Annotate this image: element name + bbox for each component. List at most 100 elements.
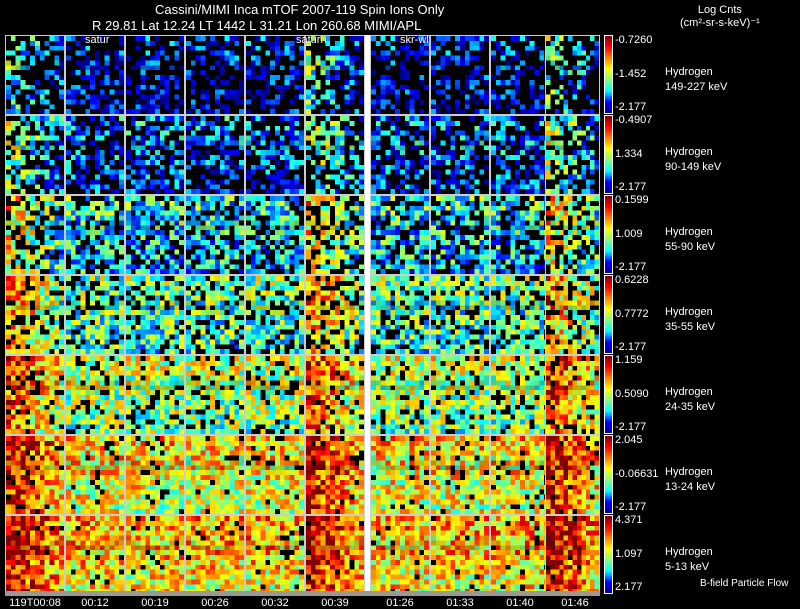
heatmap-panel: [185, 195, 245, 275]
colorbar-cmin-label: -2.177: [615, 421, 647, 433]
species-label: Hydrogen 55-90 keV: [665, 225, 715, 255]
energy-range: 149-227 keV: [665, 81, 728, 93]
heatmap-panel: [430, 355, 490, 435]
species-name: Hydrogen: [665, 146, 713, 158]
colorbar-cmax-label: 1.159: [615, 354, 643, 366]
heatmap-panel: [5, 355, 65, 435]
units-line2: (cm²-sr-s-keV)⁻¹: [680, 17, 760, 29]
time-tick-label: 00:39: [321, 597, 349, 609]
time-tick-label: 119T00:08: [9, 597, 61, 609]
heatmap-row: [5, 515, 600, 595]
species-label: Hydrogen 5-13 keV: [665, 545, 713, 575]
species-name: Hydrogen: [665, 546, 713, 558]
heatmap-row: [5, 355, 600, 435]
heatmap-panel: [430, 115, 490, 195]
heatmap-panel: [125, 515, 185, 595]
heatmap-row: [5, 35, 600, 115]
colorbar: [604, 435, 613, 514]
heatmap-panel: [490, 355, 550, 435]
colorbar-cmax-label: 2.045: [615, 434, 643, 446]
plot-title: Cassini/MIMI Inca mTOF 2007-119 Spin Ion…: [155, 2, 445, 17]
heatmap-panel: [490, 195, 550, 275]
heatmap-panel: [370, 355, 430, 435]
heatmap-panel: [545, 195, 600, 275]
heatmap-panel: [185, 35, 245, 115]
colorbar-cmid-label: 0.5090: [615, 388, 649, 400]
species-name: Hydrogen: [665, 386, 713, 398]
heatmap-panel: [245, 35, 305, 115]
species-name: Hydrogen: [665, 66, 713, 78]
energy-range: 35-55 keV: [665, 321, 716, 333]
heatmap-panel: [305, 435, 365, 515]
colorbar-cmin-label: -2.177: [615, 261, 647, 273]
colorbar-cmax-label: 0.6228: [615, 274, 649, 286]
colorbar: [604, 195, 613, 274]
heatmap-panel: [5, 275, 65, 355]
ephemeris-line: R 29.81 Lat 12.24 LT 1442 L 31.21 Lon 26…: [92, 18, 422, 33]
heatmap-panel: [430, 35, 490, 115]
species-label: Hydrogen 24-35 keV: [665, 385, 715, 415]
heatmap-panel: [370, 275, 430, 355]
heatmap-panel: [430, 275, 490, 355]
heatmap-panel: [490, 435, 550, 515]
heatmap-panel: [545, 35, 600, 115]
colorbar: [604, 515, 613, 594]
heatmap-panel: [65, 115, 125, 195]
heatmap-panel: [430, 435, 490, 515]
colorbar-cmax-label: -0.7260: [615, 34, 653, 46]
heatmap-panel: [430, 515, 490, 595]
colorbar-cmin-label: 2.177: [615, 581, 643, 593]
species-name: Hydrogen: [665, 226, 713, 238]
colorbar-cmid-label: 0.7772: [615, 308, 649, 320]
energy-range: 13-24 keV: [665, 481, 716, 493]
heatmap-panel: [185, 275, 245, 355]
heatmap-panel: [185, 355, 245, 435]
time-tick-label: 00:26: [201, 597, 229, 609]
heatmap-row: [5, 195, 600, 275]
overlay-label-satur: satur: [85, 34, 110, 46]
heatmap-panel: [490, 515, 550, 595]
heatmap-panel: [125, 435, 185, 515]
heatmap-panel: [5, 515, 65, 595]
heatmap-panel: [490, 115, 550, 195]
time-tick-label: 00:19: [141, 597, 169, 609]
heatmap-panel: [305, 355, 365, 435]
time-tick-label: 00:12: [81, 597, 109, 609]
heatmap-row: [5, 115, 600, 195]
colorbar-cmax-label: 0.1599: [615, 194, 649, 206]
heatmap-panel: [305, 35, 365, 115]
colorbar: [604, 115, 613, 194]
heatmap-panel: [125, 35, 185, 115]
heatmap-panel: [65, 275, 125, 355]
heatmap-panel: [305, 275, 365, 355]
heatmap-panel: [545, 115, 600, 195]
heatmap-panel: [370, 515, 430, 595]
colorbar-cmid-label: 1.334: [615, 148, 643, 160]
colorbar-cmax-label: 4.371: [615, 514, 643, 526]
heatmap-grid: [5, 35, 600, 595]
units-line1: Log Cnts: [697, 4, 742, 16]
colorbar-cmax-label: -0.4907: [615, 114, 653, 126]
heatmap-panel: [125, 115, 185, 195]
heatmap-panel: [65, 355, 125, 435]
heatmap-panel: [5, 435, 65, 515]
bfield-flow-label: B-field Particle Flow: [700, 578, 789, 589]
heatmap-row: [5, 435, 600, 515]
heatmap-panel: [245, 515, 305, 595]
heatmap-panel: [245, 115, 305, 195]
heatmap-panel: [185, 435, 245, 515]
heatmap-panel: [185, 115, 245, 195]
time-tick-label: 01:33: [446, 597, 474, 609]
colorbar-cmid-label: 1.009: [615, 228, 643, 240]
colorbar-cmid-label: -0.06631: [615, 468, 659, 480]
heatmap-panel: [545, 515, 600, 595]
heatmap-panel: [245, 435, 305, 515]
heatmap-panel: [545, 275, 600, 355]
heatmap-panel: [370, 435, 430, 515]
colorbar-cmid-label: -1.452: [615, 68, 647, 80]
overlay-label-saturn: saturn: [296, 34, 327, 46]
heatmap-panel: [370, 35, 430, 115]
heatmap-panel: [305, 195, 365, 275]
energy-range: 55-90 keV: [665, 241, 716, 253]
colorbar-units: Log Cnts (cm²-sr-s-keV)⁻¹: [680, 4, 760, 30]
